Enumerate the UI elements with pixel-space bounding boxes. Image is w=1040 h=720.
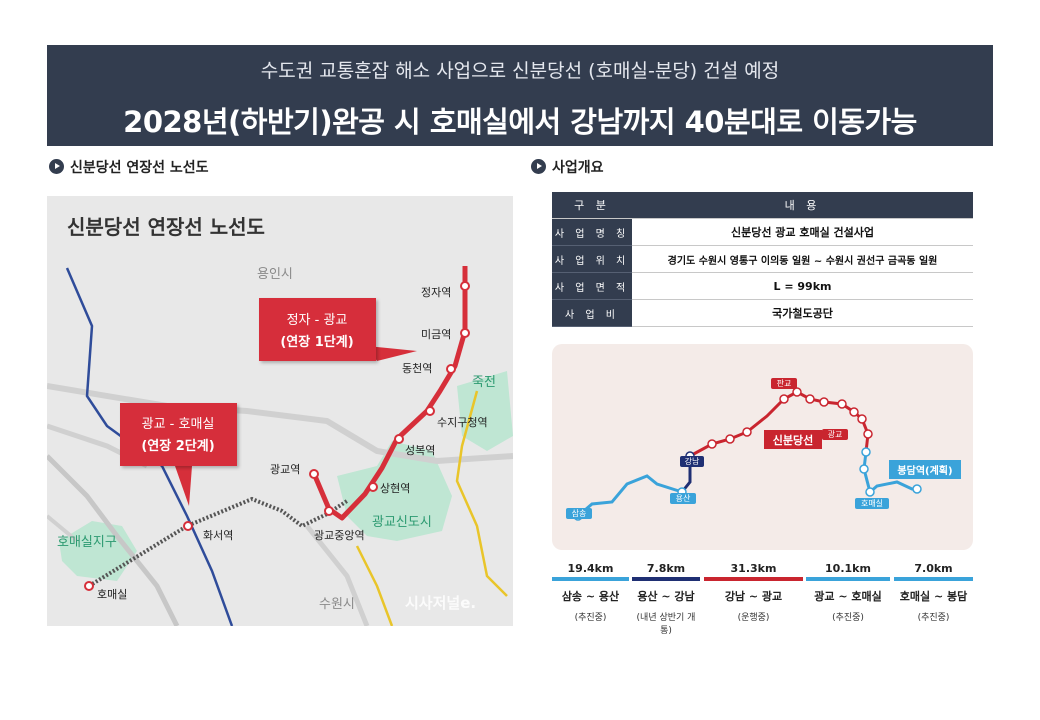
green-area-gwanggyo: [337, 441, 452, 541]
svg-text:(연장 2단계): (연장 2단계): [141, 438, 214, 454]
segment-item: 7.8km 용산 ~ 강남 (내년 상반기 개통): [632, 562, 700, 636]
station-label: 호매실: [97, 588, 127, 601]
row-value: 신분당선 광교 호매실 건설사업: [632, 218, 973, 246]
svg-text:(연장 1단계): (연장 1단계): [280, 334, 353, 350]
svg-text:정자 - 광교: 정자 - 광교: [287, 313, 348, 328]
station-label: 수지구청역: [437, 416, 488, 429]
station-label: 미금역: [421, 328, 451, 341]
segment-distance: 10.1km: [825, 562, 871, 575]
svg-text:광교 - 호매실: 광교 - 호매실: [142, 417, 215, 432]
overview-table: 구 분 내 용 사 업 명 칭 신분당선 광교 호매실 건설사업 사 업 위 치…: [552, 192, 973, 327]
region-label: 죽전: [472, 375, 496, 390]
station-dongcheon: [446, 364, 456, 374]
play-bullet-icon: [49, 159, 64, 174]
row-value: 국가철도공단: [632, 299, 973, 327]
region-label: 호매실지구: [57, 535, 117, 550]
route-label: 삼송: [572, 508, 587, 518]
phase2-dashed-line: [87, 496, 349, 588]
map-title: 신분당선 연장선 노선도: [67, 215, 265, 239]
station-jeongja: [460, 281, 470, 291]
table-header: 구 분: [552, 192, 632, 219]
segment-item: 7.0km 호매실 ~ 봉담 (추진중): [894, 562, 973, 623]
table-header: 내 용: [632, 192, 973, 219]
table-header-row: 구 분 내 용: [552, 192, 973, 219]
segment-name: 강남 ~ 광교: [724, 590, 783, 603]
watermark: 시사저널e.: [405, 594, 476, 612]
segment-name: 호매실 ~ 봉담: [899, 590, 968, 603]
station-label: 광교중앙역: [314, 529, 365, 542]
segment-distance: 31.3km: [730, 562, 777, 575]
segment-distance: 7.8km: [646, 562, 686, 575]
header-subtitle: 수도권 교통혼잡 해소 사업으로 신분당선 (호매실-분당) 건설 예정: [260, 60, 780, 82]
station-sanghyeon: [368, 482, 378, 492]
line-name-label: 신분당선: [773, 433, 813, 447]
segment-status: (내년 상반기 개통): [636, 613, 696, 636]
station-label: 정자역: [421, 286, 451, 299]
route-diagram-background: [552, 344, 973, 550]
station-migeum: [460, 328, 470, 338]
segment-color-bar: [806, 577, 890, 581]
route-label: 용산: [676, 493, 691, 503]
station-label: 화서역: [203, 529, 233, 542]
row-value: L = 99km: [632, 272, 973, 300]
station-gwanggyo: [309, 469, 319, 479]
table-row: 사 업 비 국가철도공단: [552, 299, 973, 327]
bongdam-badge: [889, 460, 961, 479]
segment-color-bar: [632, 577, 700, 581]
segment-status: (추진중): [917, 613, 950, 623]
station-label: 성복역: [405, 444, 435, 457]
segment-item: 19.4km 삼송 ~ 용산 (추진중): [552, 562, 629, 623]
segment-color-bar: [704, 577, 803, 581]
segment-name: 삼송 ~ 용산: [561, 590, 620, 603]
station-label: 광교역: [270, 463, 300, 476]
route-label: 판교: [777, 379, 792, 388]
segment-name: 용산 ~ 강남: [637, 590, 695, 603]
row-key: 사 업 비: [552, 299, 632, 327]
region-label: 광교신도시: [372, 515, 432, 530]
region-label: 용인시: [257, 267, 293, 282]
bongdam-label: 봉담역(계획): [897, 464, 952, 477]
segment-color-bar: [552, 577, 629, 581]
segment-status: (운행중): [737, 613, 770, 623]
play-bullet-icon: [531, 159, 546, 174]
header-title: 2028년(하반기)완공 시 호매실에서 강남까지 40분대로 이동가능: [123, 105, 917, 139]
segment-distance: 7.0km: [914, 562, 953, 575]
station-seongbok: [394, 434, 404, 444]
route-map: 신분당선 연장선 노선도 용인시 죽전 광교신도시 호매실지구 수원시 정자역 …: [47, 196, 513, 626]
table-row: 사 업 명 칭 신분당선 광교 호매실 건설사업: [552, 218, 973, 246]
overview-section-heading: 사업개요: [531, 157, 604, 177]
route-label: 광교: [828, 429, 843, 439]
region-label: 수원시: [319, 597, 355, 612]
segment-status: (추진중): [574, 613, 607, 623]
row-value: 경기도 수원시 영통구 이의동 일원 ~ 수원시 권선구 금곡동 일원: [632, 245, 973, 273]
table-row: 사 업 위 치 경기도 수원시 영통구 이의동 일원 ~ 수원시 권선구 금곡동…: [552, 245, 973, 273]
route-diagram: 판교 광교 강남 용산 삼송 호매실 신분당선 봉담역(계획): [552, 344, 973, 550]
segment-item: 10.1km 광교 ~ 호매실 (추진중): [806, 562, 890, 623]
station-label: 동천역: [402, 361, 432, 375]
route-label: 강남: [685, 456, 700, 466]
station-homaesil: [84, 581, 94, 591]
segment-name: 광교 ~ 호매실: [814, 590, 882, 603]
station-hwaseo: [183, 521, 193, 531]
row-key: 사 업 위 치: [552, 245, 632, 273]
segment-status: (추진중): [832, 613, 864, 623]
line-name-badge: [764, 430, 822, 449]
header-banner: 수도권 교통혼잡 해소 사업으로 신분당선 (호매실-분당) 건설 예정 202…: [47, 45, 993, 146]
callout-phase1: 정자 - 광교 (연장 1단계): [259, 298, 417, 361]
station-suji: [425, 406, 435, 416]
row-key: 사 업 명 칭: [552, 218, 632, 246]
callout-phase2: 광교 - 호매실 (연장 2단계): [120, 403, 237, 506]
segment-color-bar: [894, 577, 973, 581]
station-label: 상현역: [380, 482, 410, 495]
yellow-line: [455, 390, 508, 597]
route-label: 호매실: [861, 498, 883, 508]
green-area-jukjeon: [457, 371, 513, 451]
table-row: 사 업 면 적 L = 99km: [552, 272, 973, 300]
map-section-heading: 신분당선 연장선 노선도: [49, 157, 209, 177]
segment-item: 31.3km 강남 ~ 광교 (운행중): [704, 562, 803, 623]
station-gwanggyo-jungang: [324, 506, 334, 516]
route-samsong-yongsan: [577, 474, 683, 518]
segment-distance: 19.4km: [567, 562, 614, 575]
row-key: 사 업 면 적: [552, 272, 632, 300]
